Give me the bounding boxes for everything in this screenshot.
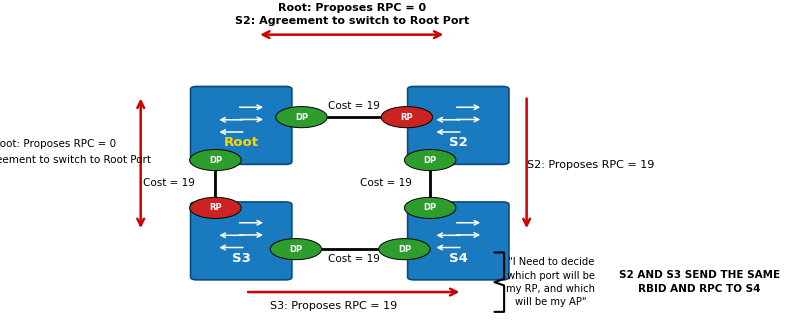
Text: S4: S4 [448, 252, 467, 265]
Text: S3: Proposes RPC = 19: S3: Proposes RPC = 19 [270, 301, 397, 311]
Text: Root: Root [223, 136, 259, 149]
Text: S3: Agreement to switch to Root Port: S3: Agreement to switch to Root Port [0, 155, 151, 165]
Text: Root: Proposes RPC = 0: Root: Proposes RPC = 0 [278, 3, 426, 13]
FancyBboxPatch shape [407, 202, 508, 280]
Text: "I Need to decide
which port will be
my RP, and which
will be my AP": "I Need to decide which port will be my … [506, 257, 594, 307]
Text: RP: RP [209, 203, 222, 213]
Circle shape [270, 239, 321, 260]
Text: DP: DP [423, 203, 436, 213]
Circle shape [190, 197, 241, 218]
Circle shape [404, 149, 455, 171]
Text: S2 AND S3 SEND THE SAME
RBID AND RPC TO S4: S2 AND S3 SEND THE SAME RBID AND RPC TO … [618, 270, 779, 294]
Text: DP: DP [289, 245, 302, 254]
Text: RP: RP [400, 113, 413, 122]
Circle shape [378, 239, 430, 260]
FancyBboxPatch shape [407, 86, 508, 164]
Text: DP: DP [397, 245, 410, 254]
Text: S2: S2 [448, 136, 467, 149]
Text: DP: DP [295, 113, 308, 122]
Circle shape [404, 197, 455, 218]
Text: Cost = 19: Cost = 19 [328, 101, 379, 111]
Circle shape [275, 107, 327, 128]
Text: S2: Proposes RPC = 19: S2: Proposes RPC = 19 [527, 160, 654, 170]
Text: Cost = 19: Cost = 19 [143, 178, 194, 188]
Text: Cost = 19: Cost = 19 [360, 178, 411, 188]
FancyBboxPatch shape [190, 86, 291, 164]
Text: S3: S3 [231, 252, 251, 265]
Text: DP: DP [423, 155, 436, 165]
Text: Root: Proposes RPC = 0: Root: Proposes RPC = 0 [0, 139, 116, 148]
Circle shape [190, 149, 241, 171]
Text: Cost = 19: Cost = 19 [328, 254, 379, 264]
Text: S2: Agreement to switch to Root Port: S2: Agreement to switch to Root Port [234, 16, 469, 26]
FancyBboxPatch shape [190, 202, 291, 280]
Text: DP: DP [209, 155, 222, 165]
Circle shape [381, 107, 432, 128]
